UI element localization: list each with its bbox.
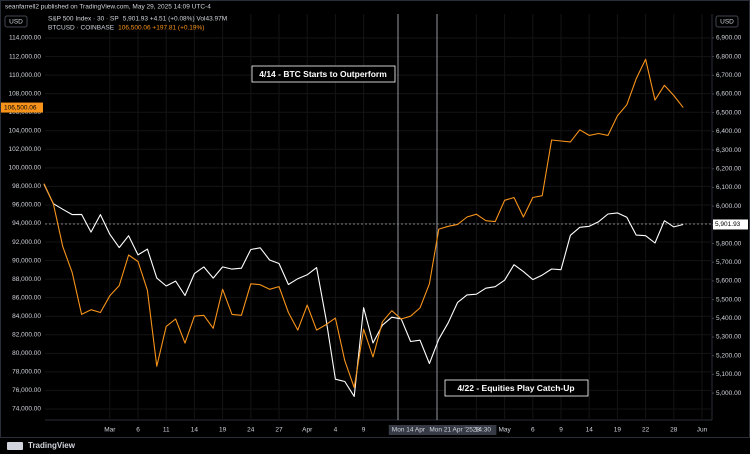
y-tick-label: 78,000.00	[12, 369, 41, 376]
y-tick-label: 104,000.00	[8, 127, 41, 134]
y-tick-label: 80,000.00	[12, 350, 41, 357]
legend: S&P 500 Index · 30 · SP 5,901.93 +4.51 (+…	[48, 16, 227, 32]
y-tick-label: 110,000.00	[9, 72, 41, 79]
publisher: seanfarrell2 published on TradingView.co…	[5, 4, 211, 11]
y2-tick-label: 6,900.00	[716, 35, 742, 42]
y2-tick-label: 6,500.00	[716, 109, 742, 116]
y2-tick-label: 5,000.00	[716, 390, 742, 397]
x-tick-label: Mon 21 Apr '25 14:30	[429, 427, 491, 434]
brand-logo	[7, 442, 23, 450]
legend-name: S&P 500 Index · 30 · SP	[48, 16, 119, 23]
series-line	[43, 184, 684, 397]
annotation-box	[444, 379, 589, 397]
y-tick-label: 90,000.00	[12, 257, 41, 264]
y-tick-label: 84,000.00	[12, 313, 41, 320]
footer	[0, 438, 750, 454]
x-tick-highlight	[388, 425, 440, 435]
unit-box	[715, 15, 739, 28]
x-tick-label: 9	[362, 427, 366, 434]
y2-tick-label: 5,700.00	[716, 259, 742, 266]
y2-tick-label: 5,500.00	[716, 296, 742, 303]
x-tick-label: 24	[247, 427, 255, 434]
x-tick-highlight	[426, 425, 497, 435]
x-tick-label: 14	[191, 427, 199, 434]
x-tick-label: 19	[614, 427, 622, 434]
grid	[45, 14, 712, 420]
y2-tick-label: 5,800.00	[716, 240, 742, 247]
y-tick-label: 114,000.00	[9, 35, 41, 42]
x-tick-label: 6	[531, 427, 535, 434]
x-tick-label: 19	[219, 427, 227, 434]
last-value-label: 106,500.06	[4, 104, 37, 111]
x-tick-label: 28	[473, 427, 481, 434]
series-line	[43, 58, 684, 389]
y2-tick-label: 6,200.00	[716, 165, 742, 172]
annotation-box	[251, 65, 396, 83]
y2-tick-label: 5,200.00	[716, 352, 742, 359]
lines	[43, 58, 684, 397]
x-tick-label: 4	[334, 427, 338, 434]
last-value-box	[713, 219, 748, 230]
annotation: 4/14 - BTC Starts to Outperform	[259, 69, 387, 79]
y2-tick-label: 6,400.00	[716, 128, 742, 135]
x-tick-label: 6	[136, 427, 140, 434]
unit-box	[4, 15, 28, 28]
x-tick-label: 27	[275, 427, 283, 434]
y-tick-label: 82,000.00	[12, 331, 41, 338]
x-tick-label: 28	[670, 427, 678, 434]
legend-quote: 106,500.06 +197.81 (+0.19%)	[118, 25, 204, 32]
x-tick-label: Apr	[302, 427, 313, 434]
y-tick-label: 76,000.00	[12, 387, 41, 394]
x-tick-label: 9	[559, 427, 563, 434]
x-tick-label: 14	[586, 427, 594, 434]
x-tick-label: May	[498, 427, 511, 434]
y2-tick-label: 5,600.00	[716, 278, 742, 285]
y-tick-label: 86,000.00	[12, 294, 41, 301]
x-tick-label: Jun	[697, 427, 708, 434]
y-unit: USD	[9, 19, 23, 26]
x-tick-label: Mon 14 Apr '25	[392, 427, 436, 434]
last-value-label: 5,901.93	[715, 221, 741, 228]
annotation: 4/22 - Equities Play Catch-Up	[457, 383, 574, 393]
y-tick-label: 74,000.00	[12, 406, 41, 413]
legend-quote: 5,901.93 +4.51 (+0.08%) Vol43.97M	[123, 16, 227, 23]
brand: TradingView	[28, 441, 76, 450]
y-tick-label: 112,000.00	[9, 53, 41, 60]
y2-tick-label: 6,600.00	[716, 91, 742, 98]
y-tick-label: 98,000.00	[12, 183, 41, 190]
y2-tick-label: 6,800.00	[716, 53, 742, 60]
y2-tick-label: 6,100.00	[716, 184, 742, 191]
y2-tick-label: 6,000.00	[716, 203, 742, 210]
y-tick-label: 92,000.00	[12, 239, 41, 246]
y-tick-label: 96,000.00	[12, 202, 41, 209]
y-tick-label: 94,000.00	[12, 220, 41, 227]
y-tick-label: 102,000.00	[8, 146, 41, 153]
y2-tick-label: 5,300.00	[716, 334, 742, 341]
axes: 74,000.00 76,000.00 78,000.00 80,000.00 82,0…	[1, 35, 748, 435]
last-value-box	[1, 102, 43, 113]
legend-name: BTCUSD · COINBASE	[48, 25, 115, 32]
y2-tick-label: 5,400.00	[716, 315, 742, 322]
y2-tick-label: 6,700.00	[716, 72, 742, 79]
x-tick-label: 22	[642, 427, 650, 434]
x-tick-label: Mar	[104, 427, 116, 434]
y2-tick-label: 5,100.00	[716, 371, 742, 378]
x-tick-label: 11	[163, 427, 170, 434]
y-tick-label: 100,000.00	[8, 165, 41, 172]
y2-unit: USD	[720, 19, 734, 26]
y-tick-label: 108,000.00	[8, 90, 41, 97]
y2-tick-label: 6,300.00	[716, 147, 742, 154]
y-tick-label: 88,000.00	[12, 276, 41, 283]
